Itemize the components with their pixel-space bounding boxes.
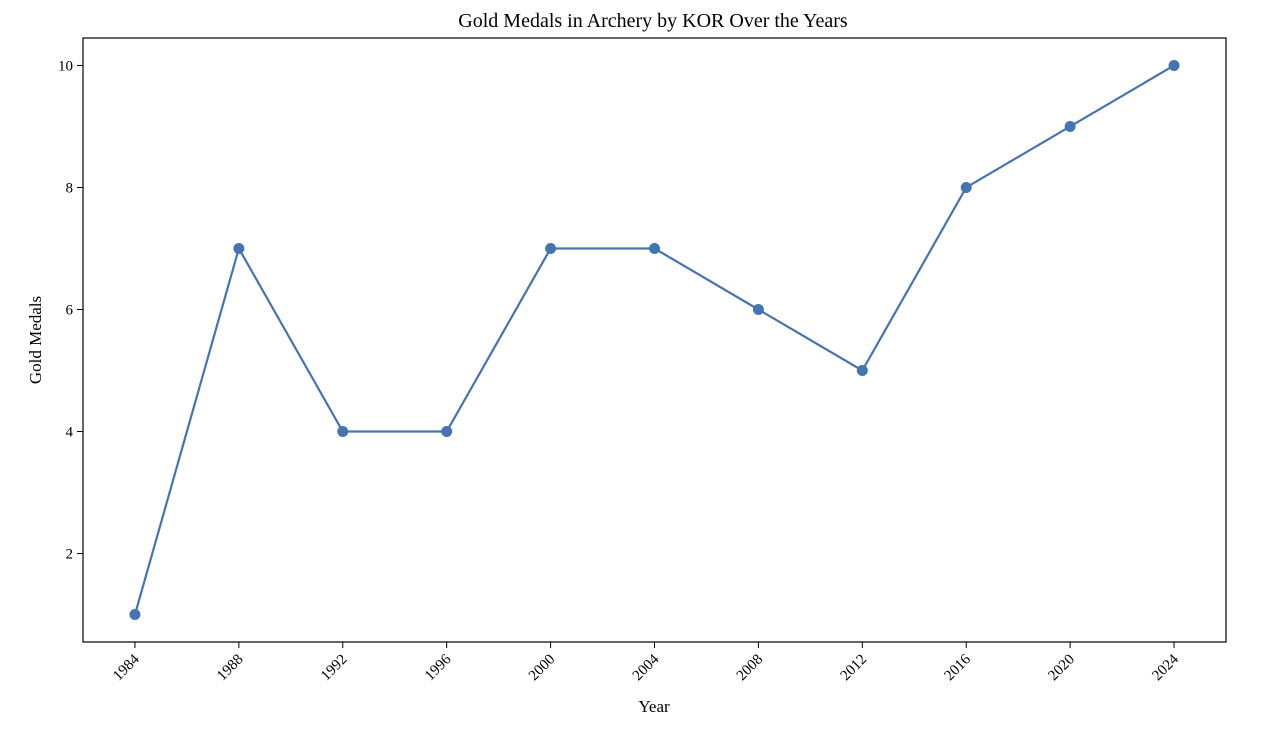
- x-tick-label: 1984: [110, 651, 143, 684]
- x-tick-label: 2012: [838, 652, 871, 685]
- x-tick-label: 1992: [318, 652, 351, 685]
- data-point: [1168, 59, 1180, 71]
- x-tick-label: 2024: [1149, 651, 1182, 684]
- y-tick-label: 8: [66, 180, 74, 196]
- x-axis: 1984 1988 1992 1996 2000 2004 2008 2012 2016 2020…: [110, 642, 1182, 684]
- data-point: [856, 365, 868, 377]
- x-tick-label: 2020: [1045, 652, 1078, 685]
- plot-frame: [82, 37, 1227, 643]
- data-point: [441, 426, 453, 438]
- data-point: [337, 426, 349, 438]
- data-point: [545, 242, 557, 254]
- data-point: [960, 181, 972, 193]
- x-tick-label: 2004: [630, 651, 663, 684]
- y-tick-label: 4: [66, 425, 74, 441]
- x-tick-label: 2016: [942, 651, 975, 684]
- x-axis-label: Year: [638, 697, 670, 716]
- series-line: [133, 64, 1176, 616]
- x-tick-label: 1996: [422, 651, 455, 684]
- y-tick-label: 10: [58, 58, 73, 74]
- x-tick-label: 2000: [526, 652, 559, 685]
- data-points: [129, 59, 1180, 621]
- x-tick-label: 2008: [734, 652, 767, 685]
- y-axis-label: Gold Medals: [26, 296, 45, 384]
- x-tick-label: 1988: [214, 652, 247, 685]
- data-point: [752, 303, 764, 315]
- data-point: [649, 242, 660, 254]
- y-axis: 2 4 6 8 10: [58, 58, 83, 563]
- data-point: [129, 609, 141, 621]
- chart-title: Gold Medals in Archery by KOR Over the Y…: [458, 10, 848, 32]
- y-tick-label: 6: [66, 302, 74, 318]
- data-point: [1064, 120, 1076, 132]
- data-point: [233, 242, 245, 254]
- y-tick-label: 2: [66, 547, 74, 563]
